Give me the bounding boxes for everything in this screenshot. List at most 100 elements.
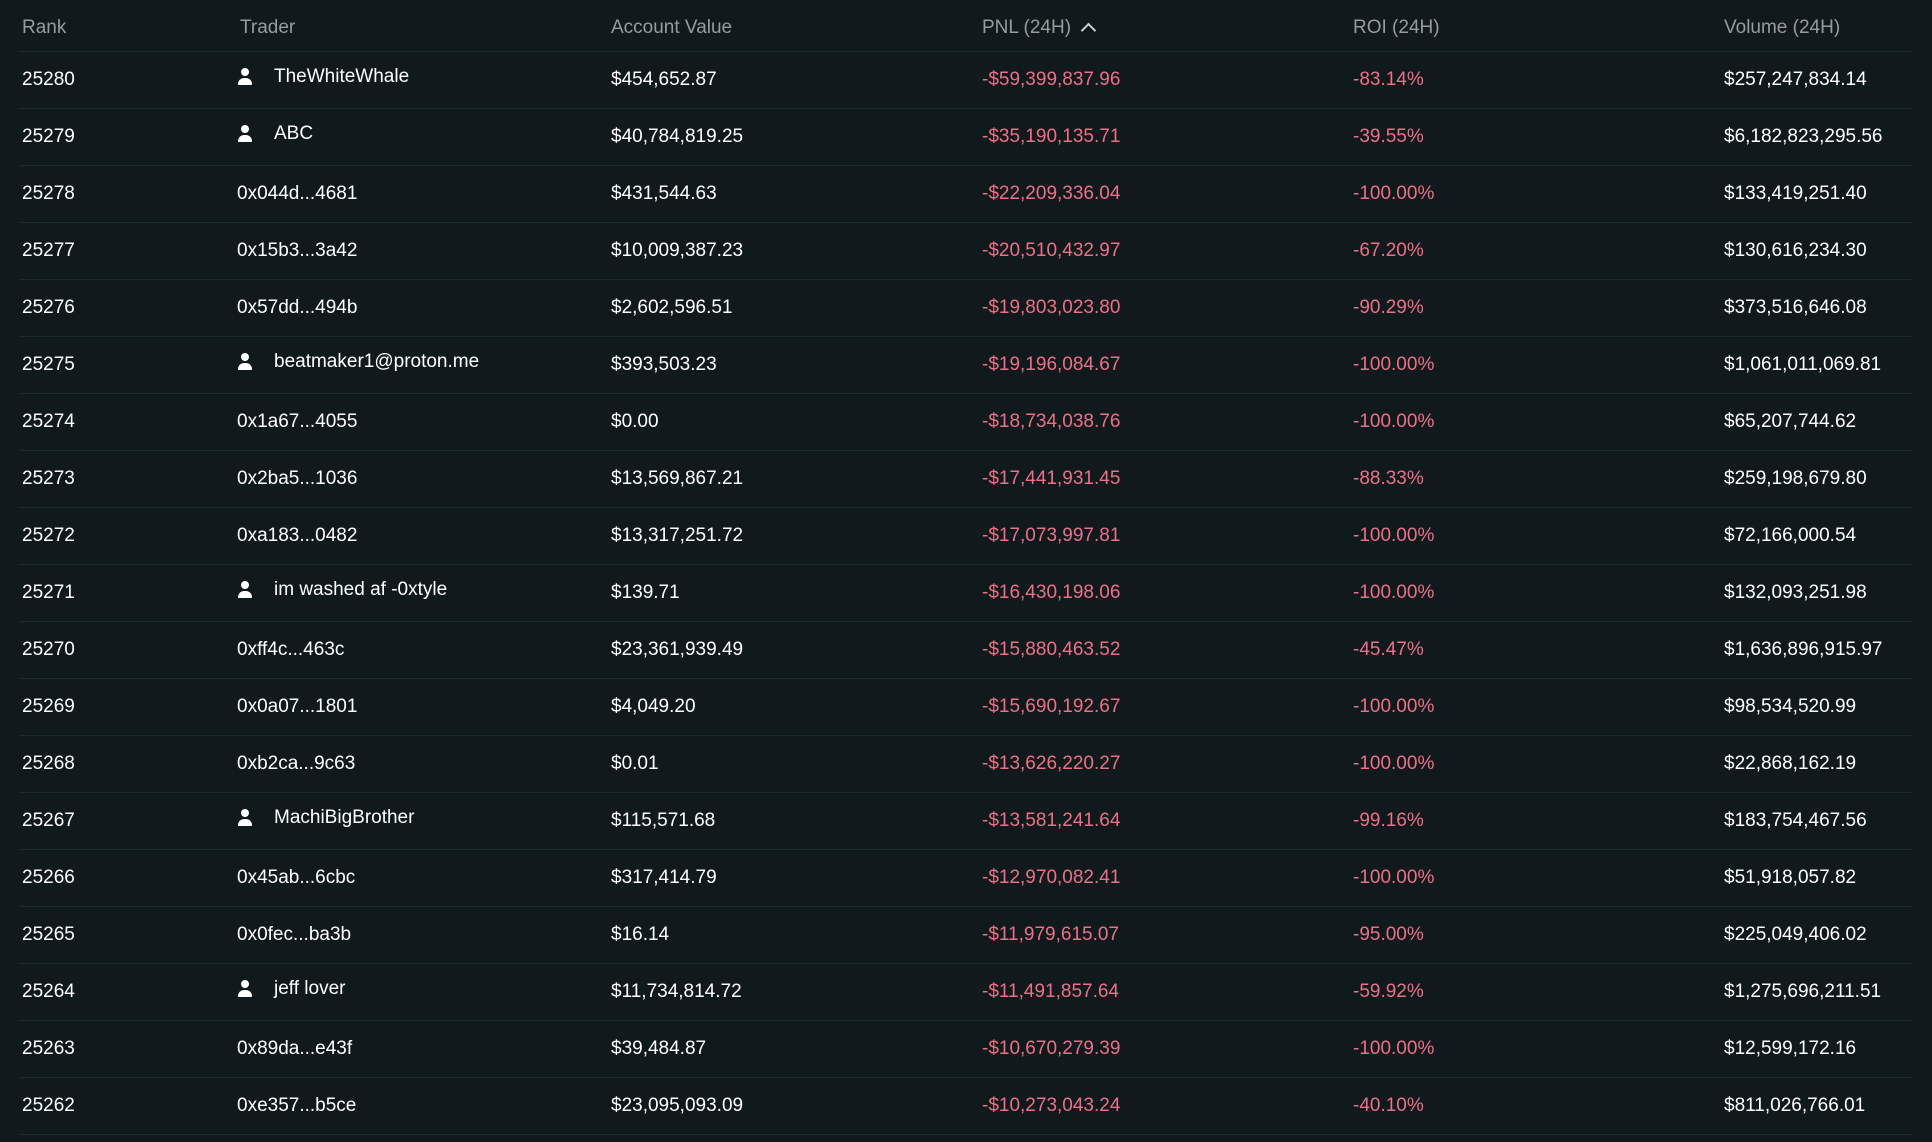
- trader-name[interactable]: 0x0a07...1801: [237, 696, 358, 717]
- volume-cell: $1,636,896,915.97: [1724, 639, 1883, 660]
- account-value-cell: $23,095,093.09: [611, 1095, 744, 1116]
- trader-cell[interactable]: ABC: [218, 109, 313, 165]
- pnl-cell: -$13,626,220.27: [982, 753, 1121, 774]
- rank-cell: 25270: [22, 639, 75, 660]
- pnl-cell: -$10,273,043.24: [982, 1095, 1121, 1116]
- trader-cell[interactable]: 0x0fec...ba3b: [237, 907, 351, 963]
- rank-cell: 25264: [22, 981, 75, 1002]
- roi-cell: -100.00%: [1353, 183, 1435, 204]
- trader-cell[interactable]: beatmaker1@proton.me: [218, 337, 479, 393]
- table-row[interactable]: 25273 0x2ba5...1036 $13,569,867.21 -$17,441…: [20, 451, 1912, 508]
- table-row[interactable]: 25277 0x15b3...3a42 $10,009,387.23 -$20,510…: [20, 223, 1912, 280]
- table-row[interactable]: 25270 0xff4c...463c $23,361,939.49 -$15,880…: [20, 622, 1912, 679]
- trader-cell[interactable]: MachiBigBrother: [218, 793, 414, 849]
- pnl-cell: -$12,970,082.41: [982, 867, 1121, 888]
- trader-cell[interactable]: 0x15b3...3a42: [237, 223, 357, 279]
- user-icon: [235, 352, 255, 372]
- table-row[interactable]: 25268 0xb2ca...9c63 $0.01 -$13,626,220.27 -1…: [20, 736, 1912, 793]
- table-row[interactable]: 25267 MachiBigBrother $115,571.68 -$13,581,…: [20, 793, 1912, 850]
- header-pnl-sort[interactable]: PNL (24H): [982, 2, 1097, 53]
- trader-name[interactable]: 0x0fec...ba3b: [237, 924, 352, 945]
- table-row[interactable]: 25264 jeff lover $11,734,814.72 -$11,491,85…: [20, 964, 1912, 1021]
- table-row[interactable]: 25276 0x57dd...494b $2,602,596.51 -$19,803,…: [20, 280, 1912, 337]
- table-row[interactable]: 25272 0xa183...0482 $13,317,251.72 -$17,073…: [20, 508, 1912, 565]
- table-row[interactable]: 25265 0x0fec...ba3b $16.14 -$11,979,615.07 -…: [20, 907, 1912, 964]
- trader-name[interactable]: TheWhiteWhale: [274, 66, 410, 87]
- header-rank[interactable]: Rank: [22, 16, 67, 38]
- trader-cell[interactable]: 0x2ba5...1036: [237, 451, 357, 507]
- trader-name[interactable]: 0x1a67...4055: [237, 411, 358, 432]
- rank-cell: 25262: [22, 1095, 75, 1116]
- trader-name[interactable]: 0x15b3...3a42: [237, 240, 358, 261]
- rank-cell: 25266: [22, 867, 75, 888]
- roi-cell: -40.10%: [1353, 1095, 1424, 1116]
- rank-cell: 25273: [22, 468, 75, 489]
- account-value-cell: $13,569,867.21: [611, 468, 744, 489]
- account-value-cell: $393,503.23: [611, 354, 717, 375]
- rank-cell: 25267: [22, 810, 75, 831]
- table-row[interactable]: 25274 0x1a67...4055 $0.00 -$18,734,038.76 -1…: [20, 394, 1912, 451]
- trader-name[interactable]: 0x044d...4681: [237, 183, 358, 204]
- table-body: 25280 TheWhiteWhale $454,652.87 -$59,399,83…: [0, 52, 1932, 1135]
- trader-name[interactable]: 0xff4c...463c: [237, 639, 345, 660]
- header-account-value[interactable]: Account Value: [611, 16, 733, 38]
- volume-cell: $811,026,766.01: [1724, 1095, 1866, 1116]
- table-row[interactable]: 25266 0x45ab...6cbc $317,414.79 -$12,970,08…: [20, 850, 1912, 907]
- trader-name[interactable]: 0x89da...e43f: [237, 1038, 353, 1059]
- table-row[interactable]: 25271 im washed af -0xtyle $139.71 -$16,430…: [20, 565, 1912, 622]
- trader-cell[interactable]: 0x1a67...4055: [237, 394, 357, 450]
- header-roi[interactable]: ROI (24H): [1353, 16, 1440, 38]
- volume-cell: $12,599,172.16: [1724, 1038, 1857, 1059]
- trader-name[interactable]: jeff lover: [274, 978, 346, 999]
- trader-name[interactable]: 0xe357...b5ce: [237, 1095, 357, 1116]
- trader-name[interactable]: 0x57dd...494b: [237, 297, 358, 318]
- trader-name[interactable]: 0xb2ca...9c63: [237, 753, 356, 774]
- trader-cell[interactable]: TheWhiteWhale: [218, 52, 409, 108]
- trader-cell[interactable]: jeff lover: [218, 964, 345, 1020]
- trader-cell[interactable]: 0xb2ca...9c63: [237, 736, 355, 792]
- trader-cell[interactable]: 0x57dd...494b: [237, 280, 357, 336]
- trader-name[interactable]: 0x45ab...6cbc: [237, 867, 356, 888]
- account-value-cell: $0.00: [611, 411, 659, 432]
- trader-cell[interactable]: 0x044d...4681: [237, 166, 357, 222]
- pnl-cell: -$35,190,135.71: [982, 126, 1121, 147]
- table-row[interactable]: 25269 0x0a07...1801 $4,049.20 -$15,690,192.…: [20, 679, 1912, 736]
- trader-name[interactable]: MachiBigBrother: [274, 807, 415, 828]
- trader-cell[interactable]: 0xa183...0482: [237, 508, 357, 564]
- volume-cell: $130,616,234.30: [1724, 240, 1867, 261]
- trader-cell[interactable]: 0xff4c...463c: [237, 622, 344, 678]
- trader-cell[interactable]: 0xe357...b5ce: [237, 1078, 356, 1134]
- trader-cell[interactable]: im washed af -0xtyle: [218, 565, 447, 621]
- account-value-cell: $10,009,387.23: [611, 240, 744, 261]
- account-value-cell: $0.01: [611, 753, 659, 774]
- roi-cell: -100.00%: [1353, 354, 1435, 375]
- account-value-cell: $454,652.87: [611, 69, 717, 90]
- volume-cell: $51,918,057.82: [1724, 867, 1857, 888]
- volume-cell: $1,061,011,069.81: [1724, 354, 1882, 375]
- rank-cell: 25275: [22, 354, 75, 375]
- header-pnl-label: PNL (24H): [982, 16, 1072, 38]
- account-value-cell: $139.71: [611, 582, 680, 603]
- trader-name[interactable]: beatmaker1@proton.me: [274, 351, 480, 372]
- rank-cell: 25272: [22, 525, 75, 546]
- roi-cell: -100.00%: [1353, 411, 1435, 432]
- user-icon: [235, 580, 255, 600]
- trader-name[interactable]: ABC: [274, 123, 314, 144]
- table-row[interactable]: 25278 0x044d...4681 $431,544.63 -$22,209,33…: [20, 166, 1912, 223]
- table-row[interactable]: 25263 0x89da...e43f $39,484.87 -$10,670,279…: [20, 1021, 1912, 1078]
- table-row[interactable]: 25279 ABC $40,784,819.25 -$35,190,135.71 -39…: [20, 109, 1912, 166]
- trader-name[interactable]: im washed af -0xtyle: [274, 579, 448, 600]
- table-row[interactable]: 25280 TheWhiteWhale $454,652.87 -$59,399,83…: [20, 52, 1912, 109]
- volume-cell: $133,419,251.40: [1724, 183, 1867, 204]
- roi-cell: -88.33%: [1353, 468, 1424, 489]
- table-row[interactable]: 25275 beatmaker1@proton.me $393,503.23 -$19…: [20, 337, 1912, 394]
- trader-cell[interactable]: 0x0a07...1801: [237, 679, 357, 735]
- table-row[interactable]: 25262 0xe357...b5ce $23,095,093.09 -$10,273…: [20, 1078, 1912, 1135]
- trader-name[interactable]: 0x2ba5...1036: [237, 468, 358, 489]
- trader-cell[interactable]: 0x45ab...6cbc: [237, 850, 355, 906]
- trader-name[interactable]: 0xa183...0482: [237, 525, 358, 546]
- volume-cell: $225,049,406.02: [1724, 924, 1867, 945]
- user-icon: [235, 808, 255, 828]
- header-volume[interactable]: Volume (24H): [1724, 16, 1841, 38]
- trader-cell[interactable]: 0x89da...e43f: [237, 1021, 352, 1077]
